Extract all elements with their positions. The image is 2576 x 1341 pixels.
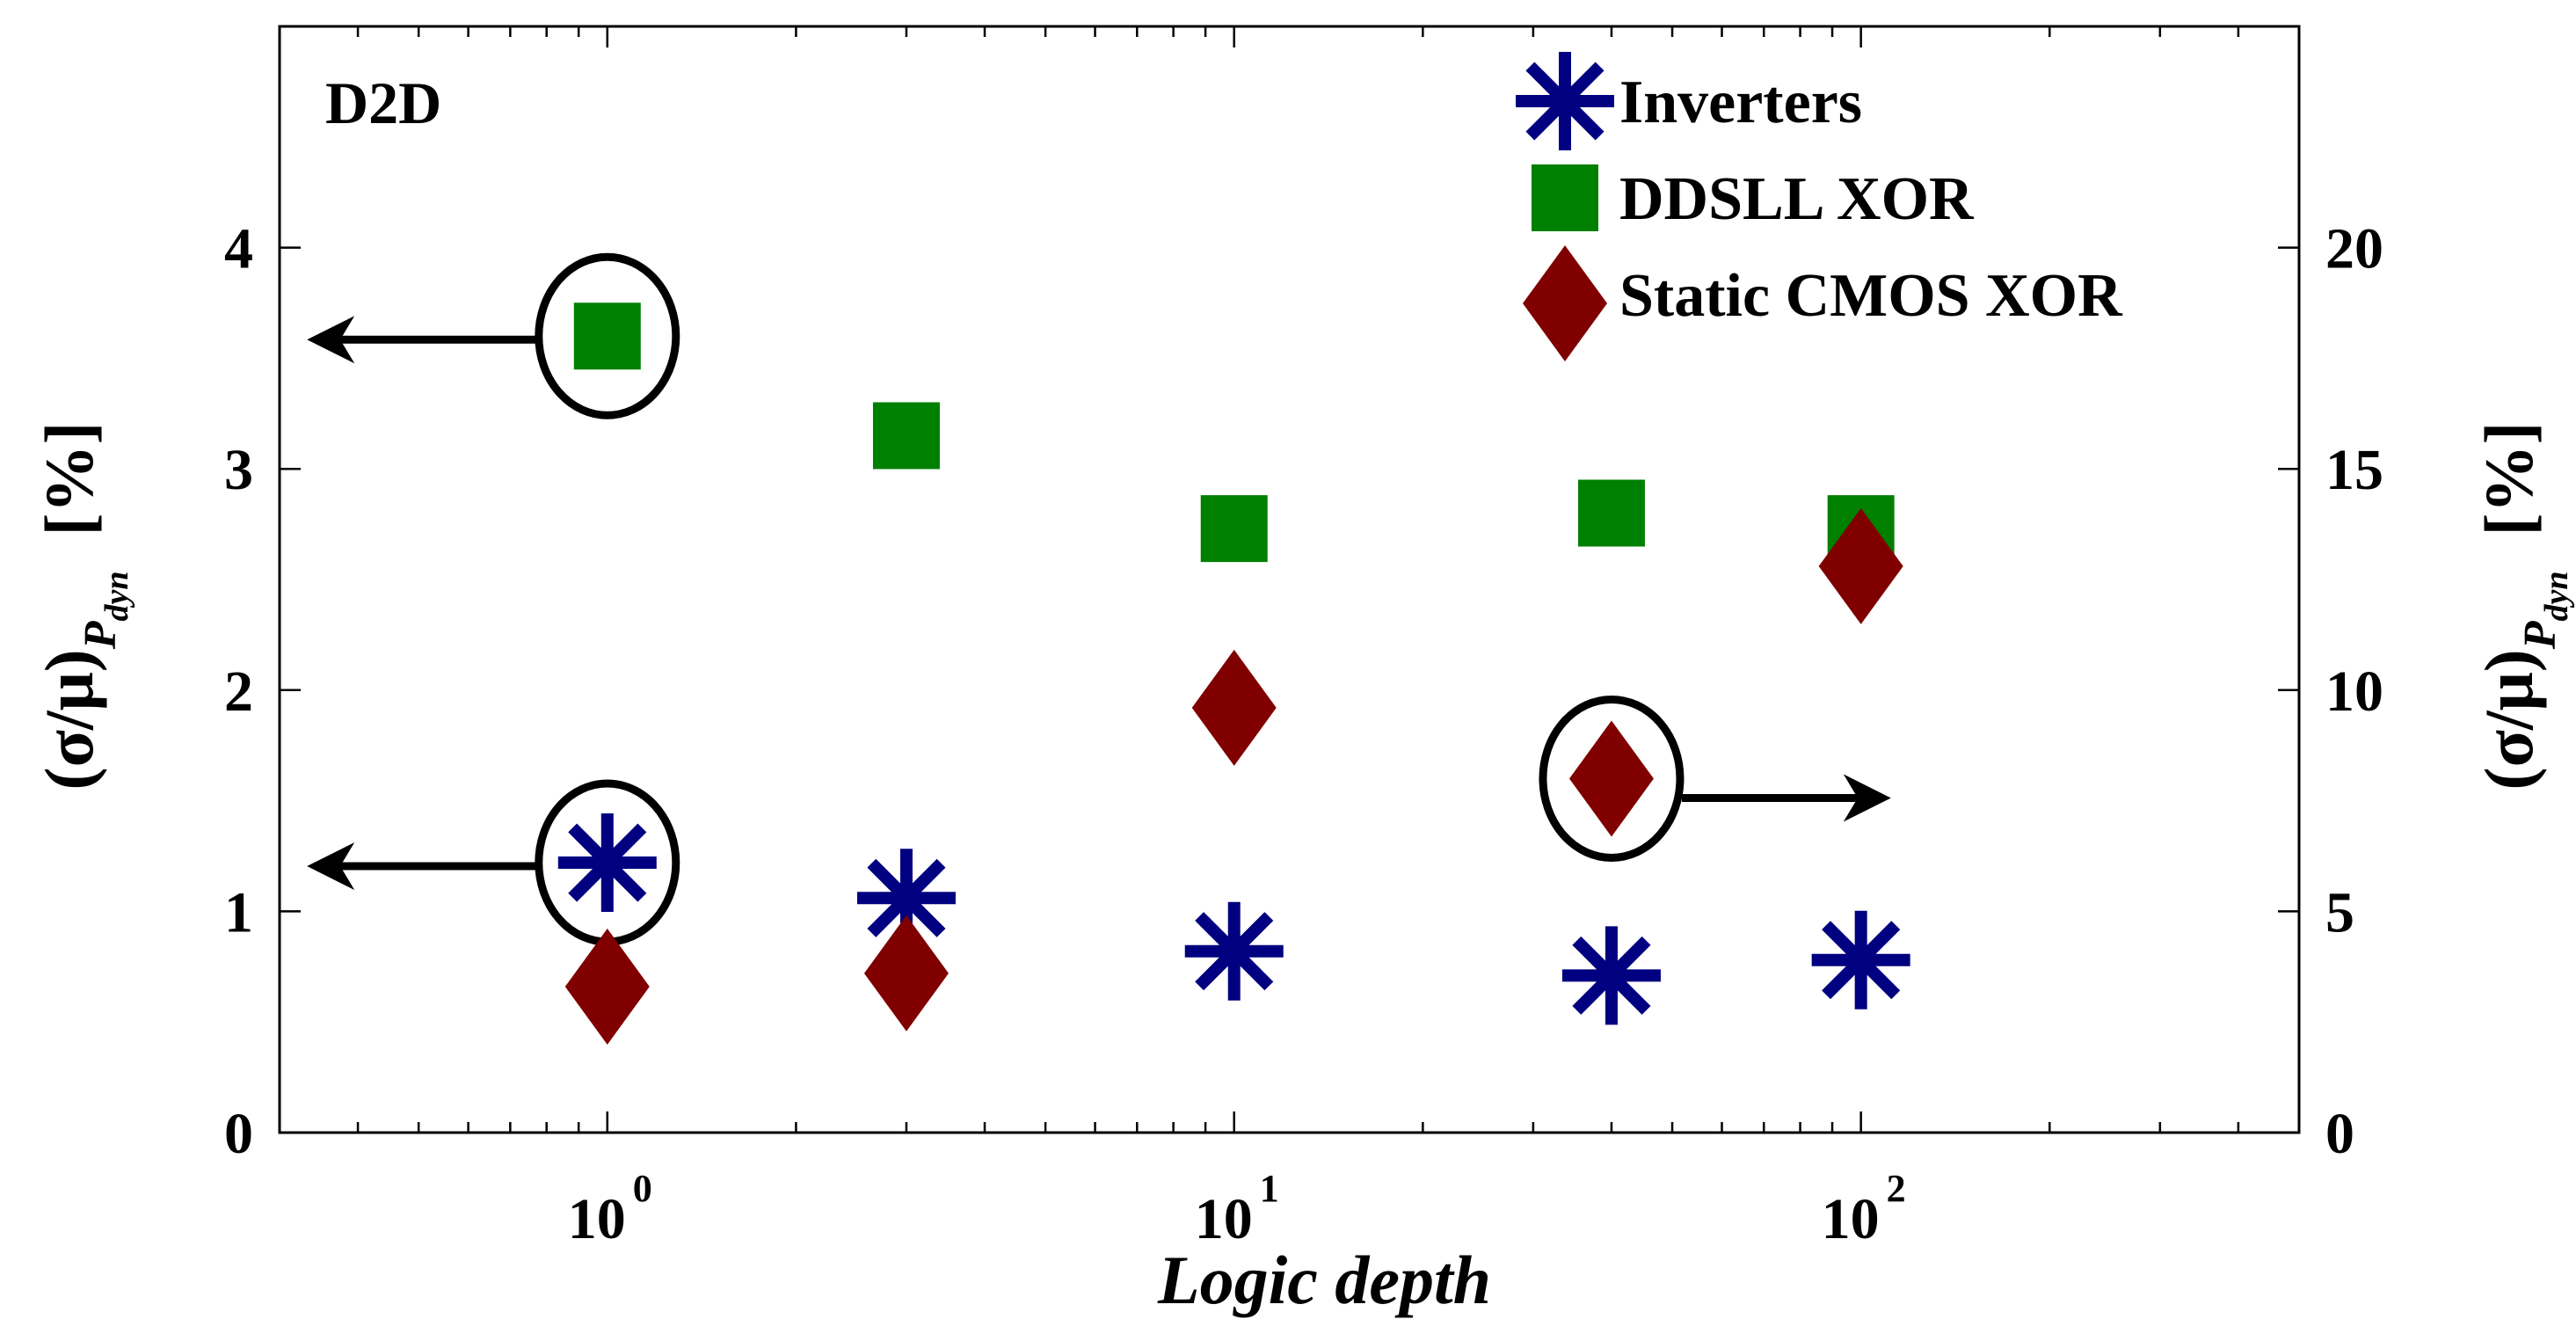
x-tick-label: 10 bbox=[1195, 1187, 1253, 1251]
y-left-axis-title-sub-p: P bbox=[76, 620, 126, 650]
y-right-axis-title-sub-p: P bbox=[2515, 620, 2565, 650]
point-static-cmos-xor bbox=[1818, 507, 1903, 624]
x-tick-label: 10 bbox=[568, 1187, 626, 1251]
legend-label-static-cmos-xor: Static CMOS XOR bbox=[1619, 262, 2123, 330]
y-left-axis-title-main: (σ/μ) bbox=[31, 649, 107, 790]
x-axis-title: Logic depth bbox=[1157, 1242, 1491, 1318]
annotation-circle bbox=[1539, 695, 1685, 862]
point-inverters bbox=[557, 813, 657, 913]
y-left-tick-label: 4 bbox=[224, 217, 253, 281]
point-ddsll-xor bbox=[872, 402, 940, 470]
legend-label-ddsll-xor: DDSLL XOR bbox=[1619, 165, 1975, 233]
point-inverters bbox=[1561, 926, 1661, 1025]
y-left-tick-label: 0 bbox=[224, 1102, 253, 1166]
corner-label: D2D bbox=[325, 69, 441, 136]
point-static-cmos-xor bbox=[1568, 720, 1654, 837]
x-tick-exponent: 1 bbox=[1260, 1167, 1279, 1210]
point-inverters-stroke bbox=[568, 823, 647, 902]
x-tick-exponent: 0 bbox=[633, 1167, 652, 1210]
y-right-tick-label: 15 bbox=[2325, 438, 2383, 502]
y-left-axis-title-sub-dyn: dyn bbox=[98, 571, 135, 621]
y-left-axis-title-text: (σ/μ)Pdyn [%] bbox=[31, 422, 135, 791]
y-right-tick-label: 5 bbox=[2325, 880, 2354, 944]
legend-marker-ddsll-xor bbox=[1532, 164, 1598, 231]
point-ddsll-xor bbox=[573, 302, 641, 370]
point-inverters-stroke bbox=[1572, 936, 1651, 1015]
point-static-cmos-xor bbox=[1191, 649, 1277, 766]
point-inverters bbox=[1811, 910, 1910, 1009]
y-left-axis-title-unit: [%] bbox=[31, 422, 107, 536]
y-right-axis-title: (σ/μ)Pdyn [%] bbox=[2470, 422, 2575, 791]
legend-marker-inverters-stroke bbox=[1525, 62, 1605, 141]
y-right-axis-title-text: (σ/μ)Pdyn [%] bbox=[2470, 422, 2575, 791]
y-left-tick-label: 1 bbox=[224, 880, 253, 944]
point-inverters bbox=[1184, 901, 1284, 1001]
x-tick-exponent: 2 bbox=[1887, 1167, 1906, 1210]
legend-label-inverters: Inverters bbox=[1619, 69, 1862, 136]
point-ddsll-xor bbox=[1577, 479, 1645, 547]
y-left-tick-label: 2 bbox=[224, 660, 253, 724]
legend-marker-static-cmos-xor bbox=[1523, 245, 1607, 361]
y-right-axis-title-main: (σ/μ) bbox=[2470, 649, 2547, 790]
y-right-tick-label: 0 bbox=[2325, 1102, 2354, 1166]
point-inverters-stroke bbox=[867, 858, 946, 937]
y-right-tick-label: 10 bbox=[2325, 660, 2383, 724]
point-inverters-stroke bbox=[1822, 921, 1901, 1000]
plot-frame bbox=[278, 25, 2301, 1134]
point-static-cmos-xor bbox=[863, 915, 949, 1031]
y-right-axis-title-unit: [%] bbox=[2470, 422, 2547, 536]
y-right-axis-title-sub-dyn: dyn bbox=[2538, 571, 2575, 621]
annotation-circle bbox=[535, 252, 680, 419]
point-static-cmos-xor bbox=[564, 928, 650, 1045]
x-tick-label: 10 bbox=[1822, 1187, 1880, 1251]
legend-marker-inverters bbox=[1516, 52, 1614, 150]
point-ddsll-xor bbox=[1200, 495, 1268, 563]
point-inverters-stroke bbox=[1195, 912, 1274, 991]
y-right-tick-label: 20 bbox=[2325, 217, 2383, 281]
y-left-axis-title: (σ/μ)Pdyn [%] bbox=[31, 422, 135, 791]
y-left-tick-label: 3 bbox=[224, 438, 253, 502]
